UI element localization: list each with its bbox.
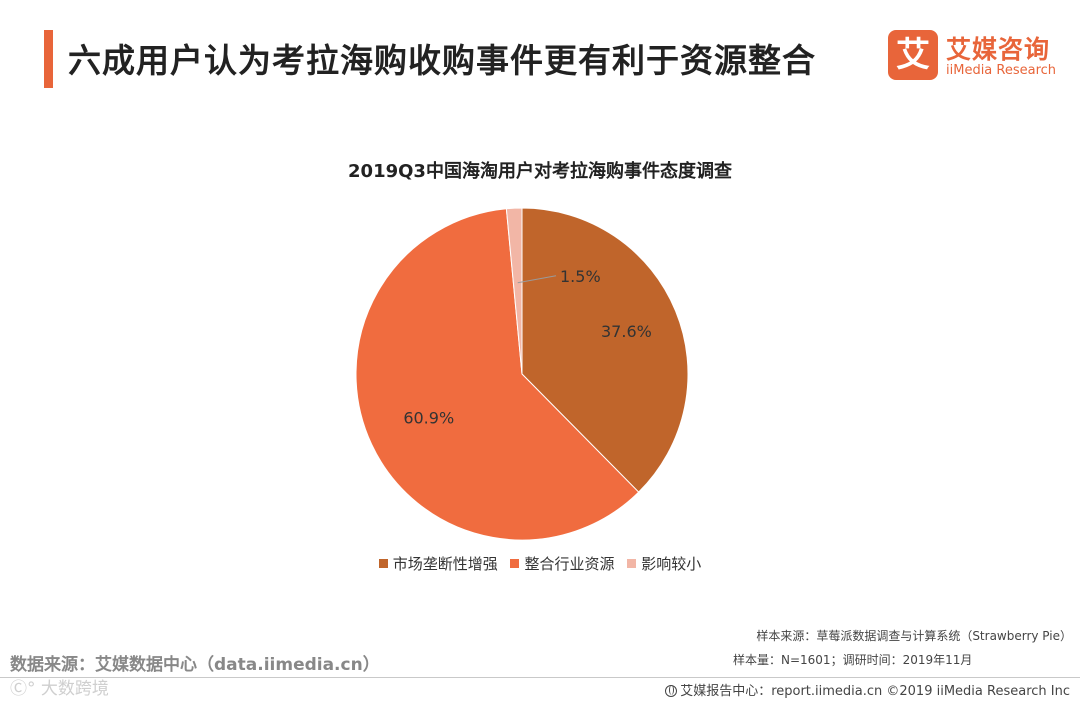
pie-slice-integration [355, 208, 640, 541]
data-label-integration: 60.9% [403, 409, 454, 428]
legend-label-monopoly: 市场垄断性增强 [392, 555, 498, 573]
leader-line-little-impact [517, 275, 557, 284]
sample-size: 样本量：N=1601；调研时间：2019年11月 [733, 653, 973, 667]
legend-item-integration: 整合行业资源 [510, 553, 615, 574]
sample-source: 样本来源：草莓派数据调查与计算系统（Strawberry Pie） [756, 629, 1072, 643]
report-center-text: 艾媒报告中心：report.iimedia.cn ©2019 iiMedia R… [680, 684, 1070, 699]
legend-item-little-impact: 影响较小 [627, 553, 701, 574]
pie-slice-monopoly [521, 207, 689, 493]
legend-item-monopoly: 市场垄断性增强 [378, 553, 498, 574]
title-accent-bar [44, 30, 53, 88]
chart-title: 2019Q3中国海淘用户对考拉海购事件态度调查 [348, 161, 732, 182]
data-label-monopoly: 37.6% [601, 322, 652, 341]
brand-logo-block: 艾 艾媒咨询 iiMedia Research [888, 30, 1068, 86]
brand-name: 艾媒咨询 [946, 35, 1051, 64]
data-label-little-impact: 1.5% [560, 267, 601, 286]
data-source: 数据来源：艾媒数据中心（data.iimedia.cn） [10, 655, 380, 675]
brand-logo-icon: 艾 [888, 30, 938, 80]
legend-swatch-little-impact [627, 559, 637, 568]
page-title: 六成用户认为考拉海购收购事件更有利于资源整合 [68, 41, 816, 80]
globe-icon [665, 685, 678, 697]
legend-swatch-integration [510, 559, 520, 568]
report-center: 艾媒报告中心：report.iimedia.cn ©2019 iiMedia R… [665, 680, 1070, 699]
brand-subtitle: iiMedia Research [946, 63, 1057, 78]
legend-label-little-impact: 影响较小 [641, 555, 702, 573]
watermark: Ⓒ° 大数跨境 [10, 679, 109, 699]
pie-slice-little-impact [505, 207, 523, 375]
footer-divider [0, 677, 1080, 678]
legend-swatch-monopoly [378, 559, 388, 568]
legend-label-integration: 整合行业资源 [524, 555, 615, 573]
chart-legend: 市场垄断性增强 整合行业资源 影响较小 [0, 553, 1080, 574]
